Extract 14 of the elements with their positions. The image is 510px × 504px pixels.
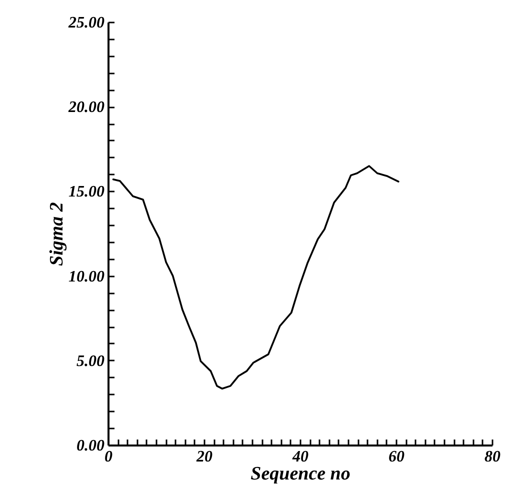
y-tick-label: 10.00 [68, 268, 104, 286]
y-axis-title: Sigma 2 [46, 202, 68, 266]
y-tick-label: 25.00 [68, 14, 104, 32]
x-tick-label: 60 [388, 448, 404, 466]
y-tick-label: 5.00 [76, 352, 104, 370]
line-series [112, 165, 400, 390]
x-axis-title: Sequence no [250, 464, 350, 484]
y-tick-label: 20.00 [68, 99, 104, 116]
y-tick-label: 0.00 [76, 438, 104, 454]
y-tick-label: 15.00 [68, 184, 104, 201]
x-tick-label: 20 [196, 448, 212, 466]
x-tick-label: 80 [484, 448, 500, 466]
x-tick-label: 40 [292, 448, 308, 466]
x-tick-label: 0 [104, 448, 112, 466]
